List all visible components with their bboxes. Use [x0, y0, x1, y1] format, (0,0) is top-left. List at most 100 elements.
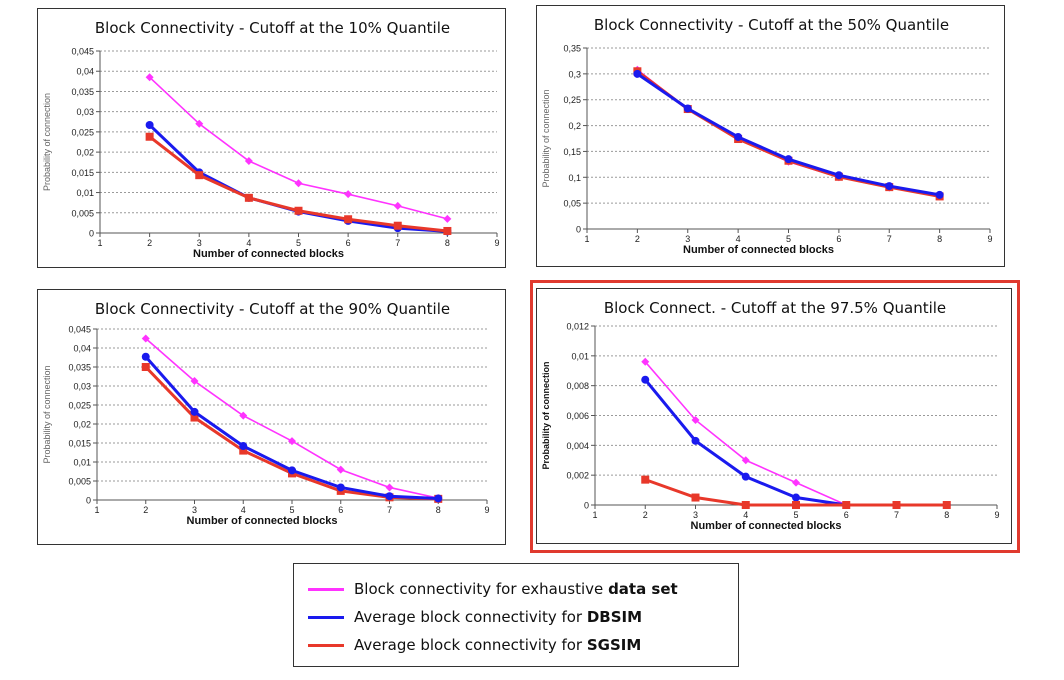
x-tick-label: 6	[338, 505, 343, 515]
x-tick-label: 9	[994, 510, 999, 520]
chart-title: Block Connectivity - Cutoff at the 90% Q…	[95, 300, 450, 318]
data-point	[145, 121, 154, 130]
data-point	[942, 501, 951, 509]
data-point	[885, 182, 894, 191]
chart-panel-50pct: Block Connectivity - Cutoff at the 50% Q…	[536, 5, 1005, 267]
y-tick-label: 0,03	[76, 107, 94, 117]
x-tick-label: 2	[143, 505, 148, 515]
x-axis-label: Number of connected blocks	[187, 515, 338, 527]
data-point	[239, 411, 248, 420]
x-axis-label: Number of connected blocks	[193, 248, 344, 260]
x-tick-label: 4	[736, 234, 741, 244]
y-tick-label: 0,25	[563, 95, 581, 105]
x-tick-label: 8	[445, 238, 450, 248]
data-point	[842, 501, 851, 509]
chart-title: Block Connectivity - Cutoff at the 50% Q…	[594, 16, 949, 34]
y-tick-label: 0,025	[71, 127, 94, 137]
y-axis-label: Probability of connection	[541, 89, 551, 187]
y-tick-label: 0,01	[571, 351, 589, 361]
data-point	[641, 375, 650, 384]
x-tick-label: 7	[395, 238, 400, 248]
data-point	[344, 190, 353, 199]
data-point	[195, 119, 204, 128]
data-point	[834, 171, 843, 180]
y-tick-label: 0	[584, 501, 589, 511]
data-point	[691, 493, 700, 502]
x-tick-label: 9	[494, 238, 499, 248]
y-tick-label: 0,01	[73, 458, 91, 468]
x-tick-label: 4	[241, 505, 246, 515]
data-point	[344, 215, 353, 224]
y-tick-label: 0,012	[566, 322, 589, 332]
data-point	[195, 171, 204, 180]
x-tick-label: 3	[685, 234, 690, 244]
x-tick-label: 6	[346, 238, 351, 248]
y-tick-label: 0,045	[68, 325, 91, 335]
y-tick-label: 0	[86, 496, 91, 506]
data-point	[434, 494, 443, 503]
legend-swatch	[308, 588, 344, 591]
data-point	[393, 221, 402, 230]
x-tick-label: 1	[94, 505, 99, 515]
x-tick-label: 8	[944, 510, 949, 520]
data-point	[288, 437, 296, 446]
data-point	[641, 357, 650, 366]
data-point	[741, 501, 750, 509]
x-tick-label: 6	[836, 234, 841, 244]
y-tick-label: 0,2	[568, 121, 581, 131]
y-tick-label: 0,025	[68, 401, 91, 411]
data-point	[190, 413, 199, 422]
highlight-frame	[530, 280, 1020, 553]
x-tick-label: 9	[987, 234, 992, 244]
y-tick-label: 0,1	[568, 173, 581, 183]
y-tick-label: 0,035	[71, 87, 94, 97]
y-tick-label: 0,03	[73, 382, 91, 392]
y-tick-label: 0,004	[566, 441, 589, 451]
data-point	[641, 475, 650, 484]
x-tick-label: 4	[246, 238, 251, 248]
data-point	[239, 446, 248, 455]
data-point	[385, 483, 394, 492]
x-axis-label: Number of connected blocks	[683, 244, 834, 256]
x-tick-label: 7	[887, 234, 892, 244]
y-tick-label: 0,035	[68, 363, 91, 373]
data-point	[239, 442, 248, 451]
data-point	[141, 352, 150, 361]
series-line	[144, 365, 439, 501]
data-point	[141, 363, 150, 371]
y-tick-label: 0	[89, 229, 94, 239]
chart-panel-97pct: Block Connect. - Cutoff at the 97.5% Qua…	[536, 288, 1012, 544]
data-point	[244, 193, 253, 202]
data-point	[141, 334, 150, 343]
chart-title: Block Connectivity - Cutoff at the 10% Q…	[95, 19, 450, 37]
x-tick-label: 2	[635, 234, 640, 244]
legend-item-dbsim: Average block connectivity for DBSIM	[294, 606, 738, 628]
legend-swatch	[308, 616, 344, 619]
legend-item-data-set: Block connectivity for exhaustive data s…	[294, 578, 738, 600]
data-point	[190, 377, 199, 386]
data-point	[741, 472, 750, 481]
data-point	[734, 132, 743, 141]
y-tick-label: 0,015	[68, 439, 91, 449]
legend: Block connectivity for exhaustive data s…	[293, 563, 739, 667]
chart-svg-97pct: Block Connect. - Cutoff at the 97.5% Qua…	[541, 299, 1000, 532]
y-axis-label: Probability of connection	[541, 361, 551, 469]
x-tick-label: 1	[97, 238, 102, 248]
data-point	[443, 226, 452, 235]
y-tick-label: 0,04	[76, 67, 94, 77]
legend-swatch	[308, 644, 344, 647]
x-tick-label: 7	[894, 510, 899, 520]
data-point	[336, 483, 345, 492]
x-tick-label: 5	[786, 234, 791, 244]
y-tick-label: 0,05	[563, 199, 581, 209]
y-tick-label: 0,015	[71, 168, 94, 178]
data-point	[691, 436, 700, 445]
x-tick-label: 3	[693, 510, 698, 520]
data-point	[244, 157, 253, 166]
data-point	[336, 465, 345, 474]
x-tick-label: 1	[584, 234, 589, 244]
y-tick-label: 0,045	[71, 47, 94, 57]
y-tick-label: 0,15	[563, 147, 581, 157]
x-tick-label: 4	[743, 510, 748, 520]
y-tick-label: 0,002	[566, 471, 589, 481]
